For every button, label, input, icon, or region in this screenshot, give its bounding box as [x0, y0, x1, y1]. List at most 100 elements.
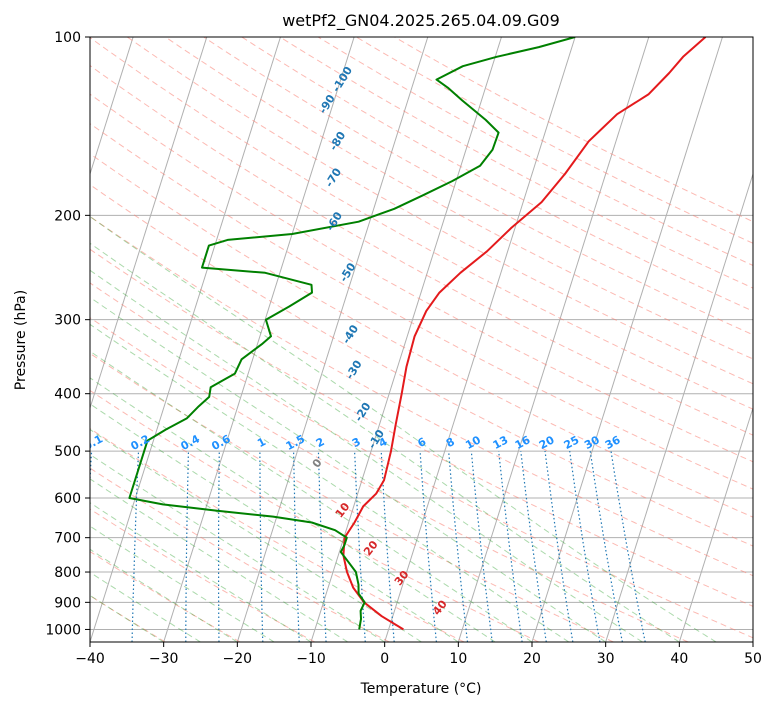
mixing-ratio-label: 6: [415, 435, 428, 450]
x-axis: −40 −30 −20 −10 0 10 20 30 40 50: [75, 642, 762, 667]
dry-adiabat-line: [279, 37, 753, 289]
x-tick-label: 20: [523, 651, 541, 667]
dry-adiabat-line: [90, 389, 540, 642]
mixing-ratio-label: 1: [255, 435, 268, 450]
moist-adiabat-line: [90, 350, 533, 642]
x-tick-label: 0: [380, 651, 389, 667]
mixing-ratio-line: [470, 451, 493, 642]
y-tick-label: 700: [54, 531, 81, 547]
mixing-ratio-label: 0.1: [82, 432, 105, 453]
mixing-ratio-line: [544, 451, 574, 642]
mixing-ratio-label: 13: [491, 433, 511, 452]
x-tick-label: −40: [75, 651, 105, 667]
moist-adiabats: [90, 215, 717, 642]
y-tick-label: 300: [54, 313, 81, 329]
dry-adiabat-line: [241, 37, 753, 312]
moist-adiabat-label: -20: [352, 400, 374, 424]
dry-adiabat-line: [90, 215, 753, 577]
dry-adiabat-line: [90, 123, 753, 490]
y-tick-label: 400: [54, 387, 81, 403]
y-tick-label: 100: [54, 30, 81, 46]
mixing-ratio-line: [610, 451, 646, 642]
isotherm-line: [90, 37, 281, 642]
dry-adiabat-line: [165, 37, 753, 360]
y-axis: 100 200 300 400 500 600 700 800 900 1000: [45, 30, 90, 638]
isotherm-line: [90, 37, 208, 410]
mixing-ratio-line: [185, 451, 190, 642]
y-tick-label: 900: [54, 595, 81, 611]
moist-adiabat-label: -30: [343, 358, 365, 382]
x-axis-title: Temperature (°C): [360, 681, 482, 697]
dry-adiabat-line: [90, 317, 689, 642]
mixing-ratio-line: [448, 451, 469, 642]
mixing-ratio-label: 25: [562, 433, 582, 452]
isotherm-line: [678, 406, 753, 642]
dry-adiabat-line: [90, 352, 614, 642]
profiles: [128, 37, 707, 631]
dry-adiabat-line: [90, 93, 753, 463]
isotherm-line: [310, 37, 502, 642]
moist-adiabat-line: [90, 215, 717, 642]
moist-adiabat-line: [90, 525, 275, 642]
x-tick-label: −30: [149, 651, 179, 667]
isotherm-line: [236, 37, 429, 642]
isotherm-line: [0, 37, 59, 642]
mixing-ratio-lines: [90, 451, 646, 642]
chart-title: wetPf2_GN04.2025.265.04.09.G09: [282, 11, 560, 31]
moist-adiabat-label: -70: [323, 166, 345, 190]
y-axis-title: Pressure (hPa): [13, 290, 29, 390]
isotherm-line: [605, 172, 753, 642]
dry-adiabat-line: [90, 184, 753, 547]
x-tick-label: 10: [449, 651, 467, 667]
dry-adiabat-line: [90, 595, 166, 642]
moist-adiabat-label: -60: [324, 209, 346, 233]
moist-adiabat-line: [90, 428, 422, 642]
dry-adiabat-line: [90, 467, 390, 642]
mixing-ratio-line: [569, 451, 601, 642]
dry-adiabats: [90, 37, 753, 642]
mixing-ratio-label: 30: [582, 433, 602, 452]
isotherm-line: [163, 37, 355, 642]
plot-area: 0.1 0.2 0.4 0.6 1 1.5 2 3 4 6 8 10 13 16 20 25 30 36-100-…: [0, 37, 753, 642]
contour-labels: 0.1 0.2 0.4 0.6 1 1.5 2 3 4 6 8 10 13 16 20 25 30 36-100-…: [82, 64, 623, 618]
mixing-ratio-label: 20: [537, 433, 557, 452]
y-tick-label: 600: [54, 491, 81, 507]
moist-adiabat-label: -40: [340, 322, 362, 346]
dry-adiabat-line: [90, 153, 753, 518]
moist-adiabat-line: [90, 453, 385, 642]
mixing-ratio-line: [498, 451, 523, 642]
moist-adiabat-label: -90: [316, 92, 338, 116]
isotherm-line: [457, 37, 650, 642]
mixing-ratio-line: [218, 451, 220, 642]
y-tick-label: 500: [54, 444, 81, 460]
mixing-ratio-label: 0.6: [209, 432, 233, 453]
mixing-ratio-label: 36: [603, 433, 623, 452]
moist-adiabat-label: -50: [337, 260, 359, 284]
dry-adiabat-line: [356, 37, 753, 244]
dry-adiabat-line: [90, 248, 753, 607]
y-tick-label: 1000: [45, 622, 81, 638]
moist-adiabat-label: -80: [327, 129, 349, 153]
mixing-ratio-line: [520, 451, 547, 642]
moist-adiabat-line: [90, 377, 496, 642]
mixing-ratio-line: [419, 451, 437, 642]
dry-adiabat-label: 0: [310, 456, 325, 470]
dry-adiabat-line: [90, 550, 241, 642]
plot-frame: [89, 36, 754, 643]
dry-adiabat-line: [90, 427, 465, 642]
dry-adiabat-label: 20: [361, 538, 381, 558]
moist-adiabat-label: -100: [329, 64, 355, 95]
x-tick-label: 40: [670, 651, 688, 667]
x-tick-label: 50: [744, 651, 762, 667]
mixing-ratio-line: [293, 451, 300, 642]
mixing-ratio-label: 16: [513, 433, 533, 452]
grid: [0, 37, 753, 642]
moist-adiabat-line: [90, 323, 570, 642]
mixing-ratio-label: 2: [314, 435, 327, 450]
x-tick-label: −10: [296, 651, 326, 667]
y-tick-label: 200: [54, 208, 81, 224]
x-tick-label: −20: [223, 651, 253, 667]
isotherm-line: [531, 37, 723, 642]
dry-adiabat-line: [90, 37, 753, 410]
mixing-ratio-label: 3: [350, 435, 363, 450]
